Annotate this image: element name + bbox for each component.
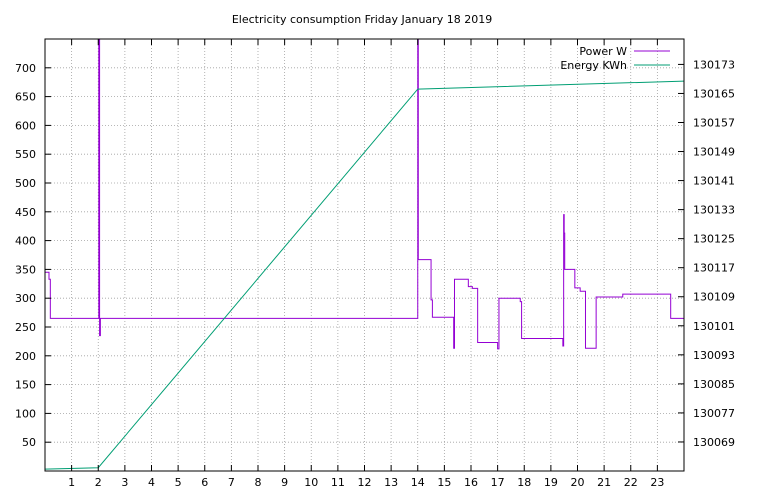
x-tick-label: 4 [148,476,155,489]
y2-tick-label: 130125 [693,233,735,246]
y-tick-label: 50 [22,436,36,449]
y-tick-label: 250 [15,321,36,334]
x-tick-label: 7 [228,476,235,489]
y-tick-label: 600 [15,119,36,132]
y2-tick-label: 130165 [693,87,735,100]
x-tick-label: 14 [411,476,425,489]
x-tick-label: 17 [491,476,505,489]
y-tick-label: 700 [15,62,36,75]
x-tick-label: 22 [624,476,638,489]
x-tick-label: 2 [95,476,102,489]
x-tick-label: 9 [281,476,288,489]
power-w-line [45,38,684,350]
legend-label-energy-kwh: Energy KWh [560,59,627,72]
y2-tick-label: 130077 [693,407,735,420]
tick-layer: 1 2 3 4 5 6 7 8 9 10 11 12 13 14 15 16 17 18 19 20 21 22 23501… [15,39,735,489]
y2-tick-label: 130141 [693,175,735,188]
y2-tick-label: 130085 [693,378,735,391]
y-tick-label: 450 [15,206,36,219]
grid-layer [45,39,684,471]
y-tick-label: 550 [15,148,36,161]
x-tick-label: 8 [255,476,262,489]
x-tick-label: 21 [597,476,611,489]
y2-tick-label: 130157 [693,116,735,129]
y-tick-label: 500 [15,177,36,190]
y2-tick-label: 130133 [693,204,735,217]
x-tick-label: 12 [358,476,372,489]
y2-tick-label: 130109 [693,291,735,304]
x-tick-label: 1 [68,476,75,489]
y2-tick-label: 130173 [693,58,735,71]
y2-tick-label: 130101 [693,320,735,333]
y-tick-label: 350 [15,263,36,276]
x-tick-label: 13 [384,476,398,489]
y-tick-label: 400 [15,235,36,248]
chart-title: Electricity consumption Friday January 1… [232,13,492,26]
x-tick-label: 6 [201,476,208,489]
x-tick-label: 16 [464,476,478,489]
x-tick-label: 20 [571,476,585,489]
y2-tick-label: 130117 [693,262,735,275]
series-layer [44,38,685,470]
y-tick-label: 650 [15,91,36,104]
x-tick-label: 23 [650,476,664,489]
y-tick-label: 300 [15,292,36,305]
x-tick-label: 3 [121,476,128,489]
y2-tick-label: 130093 [693,349,735,362]
x-tick-label: 11 [331,476,345,489]
y-tick-label: 150 [15,379,36,392]
y2-tick-label: 130149 [693,146,735,159]
x-tick-label: 18 [517,476,531,489]
x-tick-label: 15 [437,476,451,489]
x-tick-label: 10 [304,476,318,489]
y2-tick-label: 130069 [693,436,735,449]
x-tick-label: 5 [175,476,182,489]
y-tick-label: 100 [15,407,36,420]
x-tick-label: 19 [544,476,558,489]
energy-kwh-line [44,80,685,470]
y-tick-label: 200 [15,350,36,363]
legend-label-power-w: Power W [579,45,627,58]
